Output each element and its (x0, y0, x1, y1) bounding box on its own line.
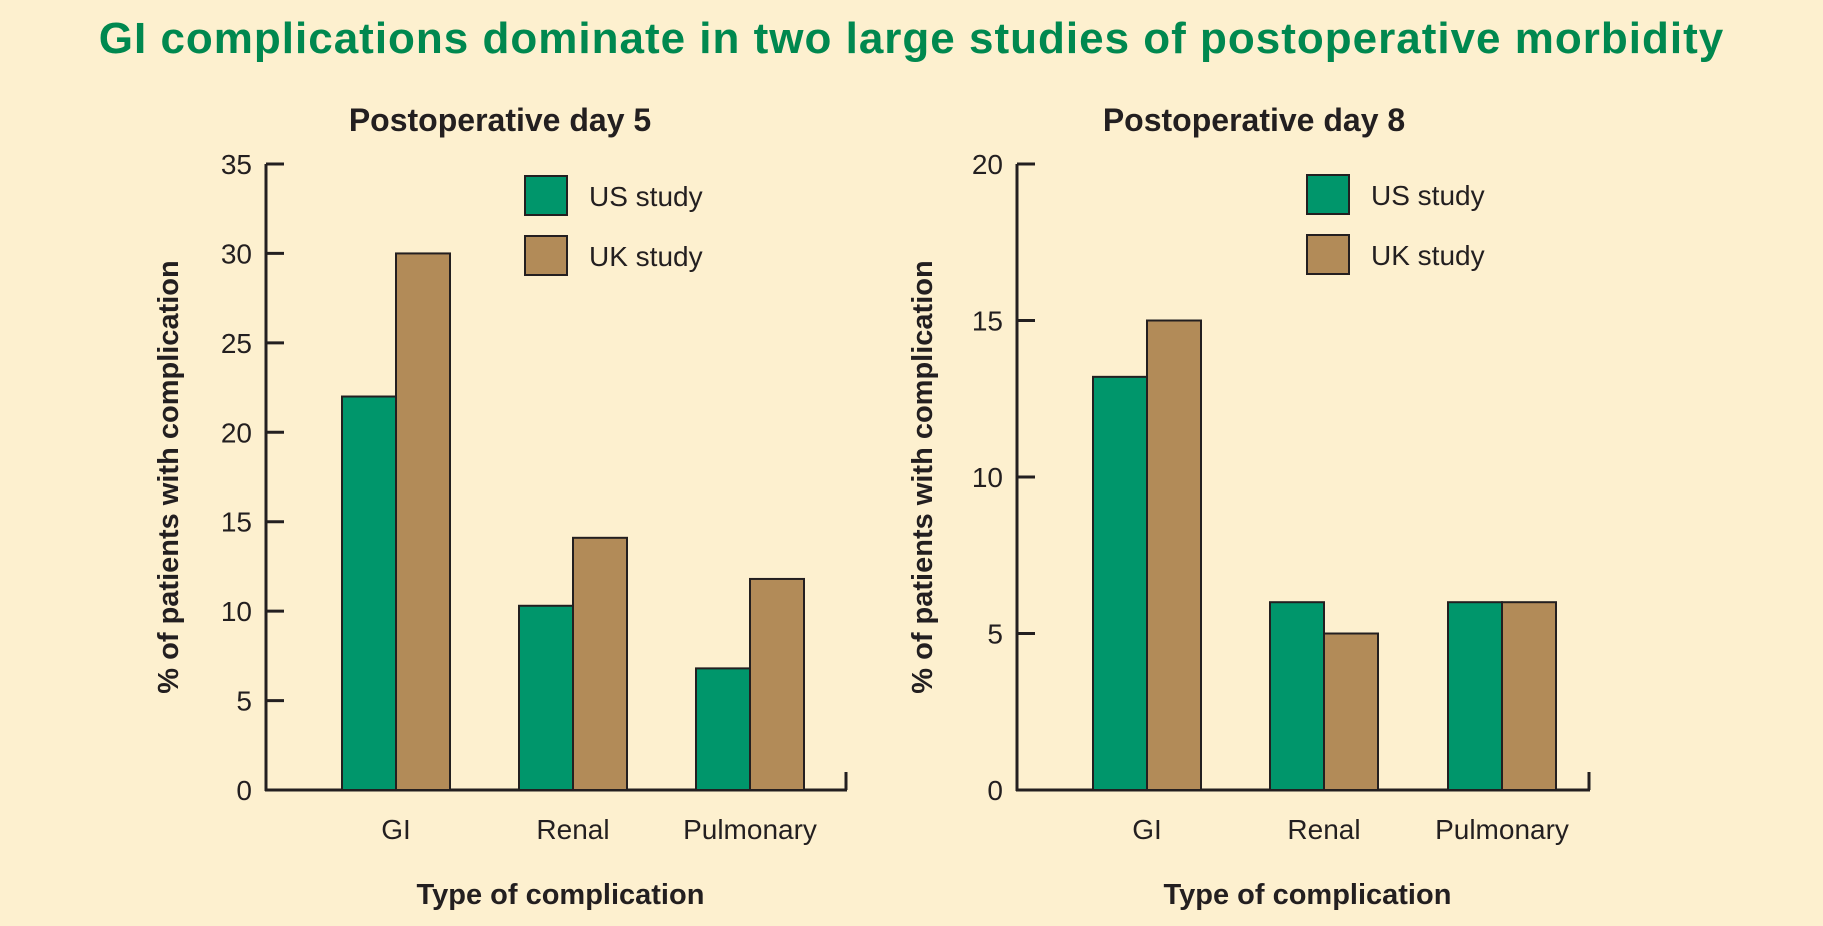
panel1-legend-swatch-us (524, 175, 568, 216)
panel2-y-tick-label: 10 (972, 462, 1003, 493)
panel1-x-tick-label: Renal (536, 814, 609, 845)
panel2-y-axis-title: % of patients with complication (907, 260, 939, 693)
panel1-y-tick-label: 25 (221, 328, 252, 359)
panel1-x-tick-label: GI (381, 814, 411, 845)
panel1-bar-uk-pulmonary (749, 577, 805, 791)
panel1-y-tick-label: 30 (221, 238, 252, 269)
panel2-bar-uk-gi (1146, 319, 1202, 791)
panel2-bar-us-renal (1269, 601, 1325, 792)
panel2-y-tick-label: 20 (972, 149, 1003, 180)
panel2-bar-us-gi (1092, 375, 1148, 791)
panel1-legend-label-uk: UK study (589, 241, 703, 272)
panel2-y-tick-label: 0 (987, 775, 1003, 806)
panel2-x-tick-label: GI (1132, 814, 1162, 845)
panel1-y-tick-label: 15 (221, 507, 252, 538)
panel1-y-tick-label: 5 (236, 686, 252, 717)
panel1-y-tick-label: 20 (221, 417, 252, 448)
figure-title: GI complications dominate in two large s… (98, 14, 1725, 63)
panel2-x-tick-label: Renal (1287, 814, 1360, 845)
panel1-y-tick-label: 10 (221, 596, 252, 627)
panel2-legend-label-us: US study (1371, 180, 1485, 211)
panel2-y-tick-label: 15 (972, 306, 1003, 337)
panel2-bar-uk-renal (1323, 632, 1379, 791)
panel2-legend-swatch-us (1306, 174, 1350, 215)
panel1-y-axis-title: % of patients with complication (153, 260, 185, 693)
panel2-y-tick-label: 5 (987, 619, 1003, 650)
panel1-legend-label-us: US study (589, 181, 703, 212)
panel1-y-tick-label: 0 (236, 775, 252, 806)
panel2-legend-label-uk: UK study (1371, 240, 1485, 271)
panel1-bar-uk-renal (572, 536, 628, 791)
panel2-legend-swatch-uk (1306, 234, 1350, 275)
panel1-y-tick-label: 35 (221, 149, 252, 180)
panel1-x-axis-title: Type of complication (417, 879, 705, 911)
panel2-x-axis-title: Type of complication (1164, 879, 1452, 911)
panel1-bar-uk-gi (395, 252, 451, 791)
panel1-bar-us-gi (341, 395, 397, 791)
panel2-x-tick-label: Pulmonary (1435, 814, 1569, 845)
panel1-bar-us-renal (518, 604, 574, 792)
panel2-bar-uk-pulmonary (1501, 601, 1557, 792)
panel2-chart-title: Postoperative day 8 (1103, 102, 1405, 138)
panel1-bar-us-pulmonary (695, 667, 751, 791)
panel2-bar-us-pulmonary (1447, 601, 1503, 792)
panel1-legend-swatch-uk (524, 235, 568, 276)
panel1-chart-title: Postoperative day 5 (349, 102, 651, 138)
panel1-x-tick-label: Pulmonary (683, 814, 817, 845)
